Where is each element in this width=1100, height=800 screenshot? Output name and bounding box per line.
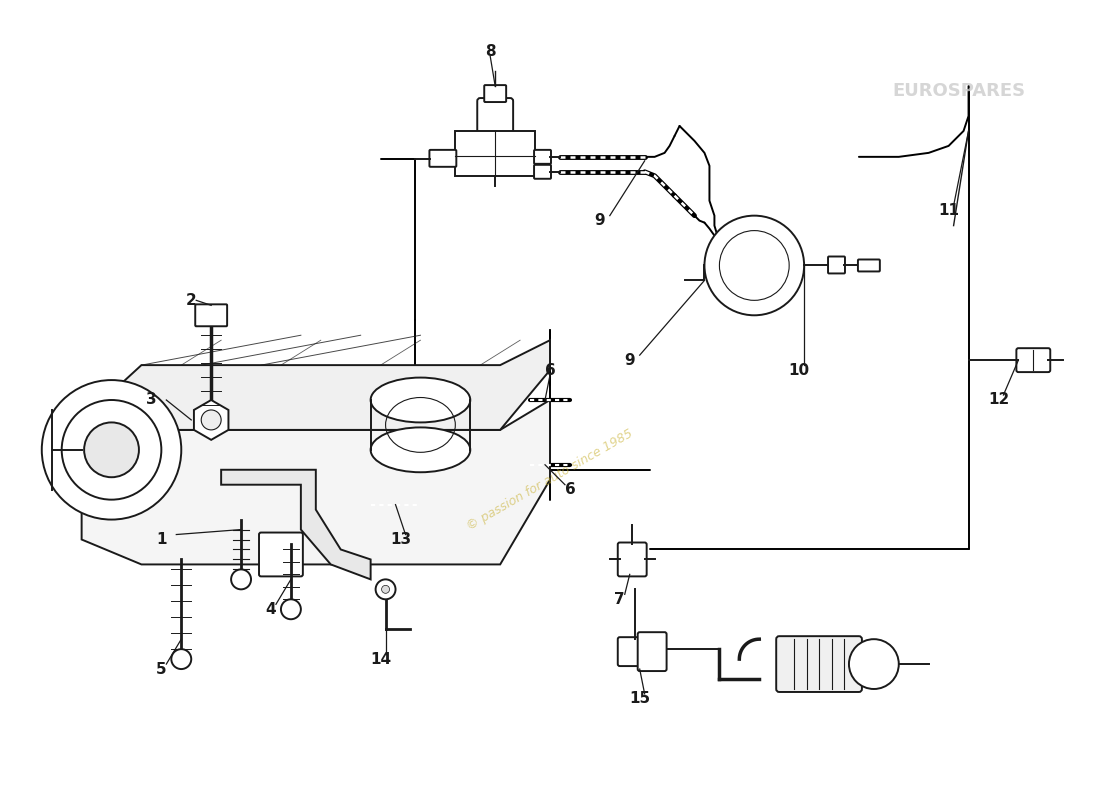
Text: 7: 7 xyxy=(615,592,625,607)
FancyBboxPatch shape xyxy=(477,98,513,139)
FancyBboxPatch shape xyxy=(828,257,845,274)
FancyBboxPatch shape xyxy=(535,150,551,164)
Polygon shape xyxy=(81,340,550,450)
FancyBboxPatch shape xyxy=(638,632,667,671)
Text: 14: 14 xyxy=(370,651,392,666)
Circle shape xyxy=(375,579,396,599)
Circle shape xyxy=(280,599,301,619)
Text: 10: 10 xyxy=(789,362,810,378)
Circle shape xyxy=(704,216,804,315)
Circle shape xyxy=(231,570,251,590)
FancyBboxPatch shape xyxy=(195,304,227,326)
FancyBboxPatch shape xyxy=(455,131,535,176)
Text: 6: 6 xyxy=(544,362,556,378)
Ellipse shape xyxy=(84,422,139,478)
Text: 13: 13 xyxy=(390,532,411,547)
Ellipse shape xyxy=(62,400,162,500)
FancyBboxPatch shape xyxy=(1016,348,1050,372)
Text: EUROSPARES: EUROSPARES xyxy=(892,82,1025,100)
Ellipse shape xyxy=(371,378,471,422)
Text: 9: 9 xyxy=(594,213,605,228)
Circle shape xyxy=(849,639,899,689)
Text: 2: 2 xyxy=(186,293,197,308)
FancyBboxPatch shape xyxy=(484,85,506,102)
FancyBboxPatch shape xyxy=(858,259,880,271)
FancyBboxPatch shape xyxy=(618,542,647,576)
Text: 9: 9 xyxy=(625,353,635,368)
Text: © passion for auto since 1985: © passion for auto since 1985 xyxy=(464,426,636,533)
Text: 15: 15 xyxy=(629,691,650,706)
Text: 12: 12 xyxy=(988,393,1009,407)
Text: 1: 1 xyxy=(156,532,166,547)
Circle shape xyxy=(172,649,191,669)
Circle shape xyxy=(201,410,221,430)
FancyBboxPatch shape xyxy=(535,165,551,178)
FancyBboxPatch shape xyxy=(618,637,651,666)
FancyBboxPatch shape xyxy=(429,150,456,167)
Circle shape xyxy=(719,230,789,300)
Text: 4: 4 xyxy=(266,602,276,617)
Text: 3: 3 xyxy=(146,393,156,407)
Text: 11: 11 xyxy=(938,203,959,218)
Ellipse shape xyxy=(371,427,471,472)
Circle shape xyxy=(382,586,389,594)
FancyBboxPatch shape xyxy=(777,636,862,692)
Text: 6: 6 xyxy=(564,482,575,497)
Polygon shape xyxy=(81,400,550,565)
Text: 5: 5 xyxy=(156,662,167,677)
Text: 8: 8 xyxy=(485,44,495,58)
Polygon shape xyxy=(221,470,371,579)
FancyBboxPatch shape xyxy=(258,533,303,576)
Ellipse shape xyxy=(42,380,182,519)
